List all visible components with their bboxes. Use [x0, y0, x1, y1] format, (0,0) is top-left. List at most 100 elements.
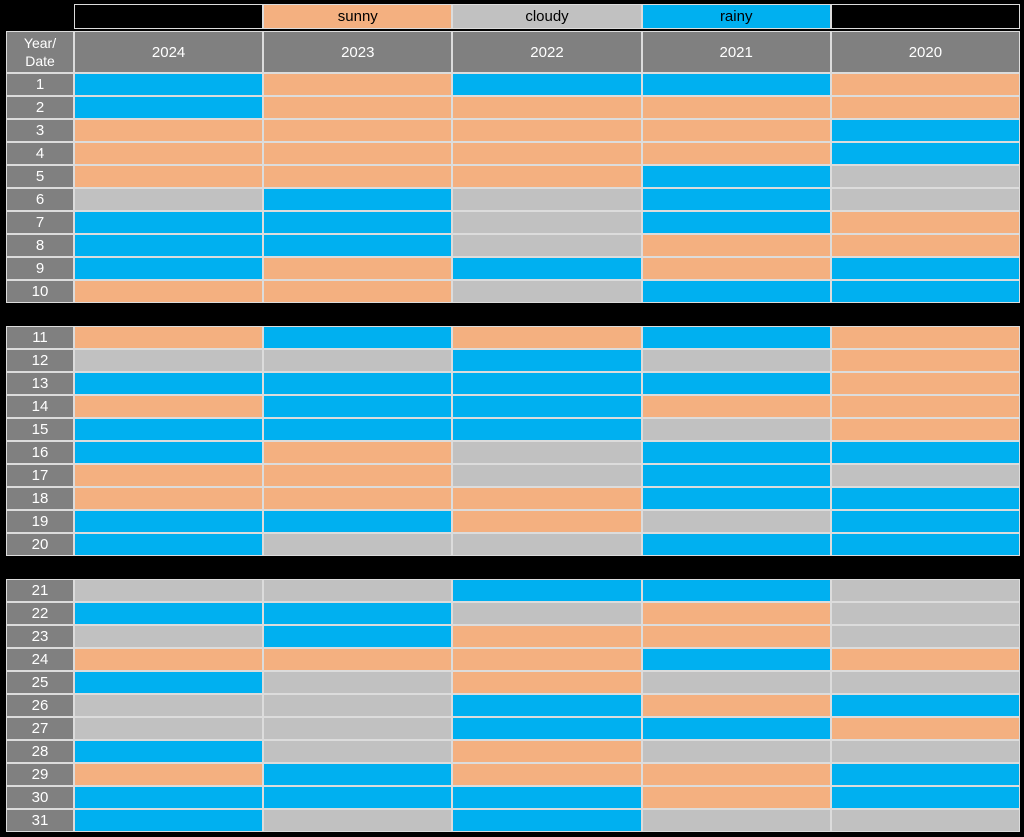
weather-cell-2021-day-4: [642, 143, 830, 164]
date-label-5: 5: [7, 166, 73, 187]
weather-cell-2020-day-12: [831, 350, 1019, 371]
weather-cell-2020-day-3: [831, 120, 1019, 141]
date-label-14: 14: [7, 396, 73, 417]
date-label-11: 11: [7, 327, 73, 348]
weather-cell-2020-day-14: [831, 396, 1019, 417]
weather-cell-2021-day-17: [642, 465, 830, 486]
weather-cell-2020-day-4: [831, 143, 1019, 164]
weather-cell-2020-day-1: [831, 74, 1019, 95]
weather-cell-2020-day-20: [831, 534, 1019, 555]
weather-cell-2022-day-15: [453, 419, 641, 440]
date-label-21: 21: [7, 580, 73, 601]
weather-cell-2021-day-6: [642, 189, 830, 210]
weather-cell-2024-day-15: [75, 419, 263, 440]
weather-cell-2024-day-18: [75, 488, 263, 509]
weather-cell-2024-day-7: [75, 212, 263, 233]
legend-item-sunny: sunny: [264, 5, 452, 28]
weather-cell-2023-day-28: [264, 741, 452, 762]
weather-cell-2023-day-14: [264, 396, 452, 417]
weather-cell-2022-day-21: [453, 580, 641, 601]
weather-cell-2020-day-31: [831, 810, 1019, 831]
weather-cell-2020-day-23: [831, 626, 1019, 647]
weather-cell-2023-day-10: [264, 281, 452, 302]
weather-cell-2023-day-3: [264, 120, 452, 141]
weather-cell-2022-day-7: [453, 212, 641, 233]
date-label-28: 28: [7, 741, 73, 762]
weather-cell-2023-day-15: [264, 419, 452, 440]
weather-cell-2020-day-21: [831, 580, 1019, 601]
weather-cell-2021-day-12: [642, 350, 830, 371]
weather-cell-2020-day-11: [831, 327, 1019, 348]
table-section-3: 21 22 23 24 25 26 27 28 29 30 31: [6, 579, 1020, 832]
weather-cell-2022-day-18: [453, 488, 641, 509]
weather-cell-2022-day-14: [453, 396, 641, 417]
weather-cell-2021-day-10: [642, 281, 830, 302]
weather-cell-2024-day-14: [75, 396, 263, 417]
weather-cell-2021-day-11: [642, 327, 830, 348]
date-label-23: 23: [7, 626, 73, 647]
legend-label-rainy: rainy: [719, 8, 753, 25]
weather-cell-2020-day-8: [831, 235, 1019, 256]
weather-cell-2020-day-26: [831, 695, 1019, 716]
weather-cell-2024-day-17: [75, 465, 263, 486]
date-label-27: 27: [7, 718, 73, 739]
weather-cell-2024-day-13: [75, 373, 263, 394]
weather-cell-2021-day-31: [642, 810, 830, 831]
weather-cell-2023-day-2: [264, 97, 452, 118]
weather-cell-2021-day-19: [642, 511, 830, 532]
weather-cell-2024-day-1: [75, 74, 263, 95]
weather-cell-2022-day-29: [453, 764, 641, 785]
weather-cell-2023-day-29: [264, 764, 452, 785]
weather-cell-2022-day-4: [453, 143, 641, 164]
legend-item-cloudy: cloudy: [453, 5, 641, 28]
weather-cell-2021-day-25: [642, 672, 830, 693]
date-label-30: 30: [7, 787, 73, 808]
weather-cell-2024-day-27: [75, 718, 263, 739]
date-label-18: 18: [7, 488, 73, 509]
weather-cell-2023-day-22: [264, 603, 452, 624]
weather-cell-2023-day-26: [264, 695, 452, 716]
weather-cell-2022-day-20: [453, 534, 641, 555]
date-label-17: 17: [7, 465, 73, 486]
weather-cell-2023-day-4: [264, 143, 452, 164]
weather-cell-2022-day-8: [453, 235, 641, 256]
weather-cell-2024-day-3: [75, 120, 263, 141]
date-label-19: 19: [7, 511, 73, 532]
weather-cell-2021-day-26: [642, 695, 830, 716]
date-label-24: 24: [7, 649, 73, 670]
weather-cell-2021-day-18: [642, 488, 830, 509]
weather-cell-2024-day-26: [75, 695, 263, 716]
weather-cell-2020-day-18: [831, 488, 1019, 509]
weather-cell-2023-day-13: [264, 373, 452, 394]
weather-cell-2022-day-31: [453, 810, 641, 831]
weather-cell-2024-day-22: [75, 603, 263, 624]
weather-cell-2024-day-5: [75, 166, 263, 187]
weather-cell-2020-day-13: [831, 373, 1019, 394]
weather-cell-2023-day-18: [264, 488, 452, 509]
weather-cell-2021-day-1: [642, 74, 830, 95]
weather-cell-2023-day-11: [264, 327, 452, 348]
weather-cell-2024-day-21: [75, 580, 263, 601]
weather-cell-2020-day-7: [831, 212, 1019, 233]
weather-cell-2024-day-16: [75, 442, 263, 463]
weather-cell-2023-day-30: [264, 787, 452, 808]
weather-cell-2022-day-5: [453, 166, 641, 187]
weather-cell-2021-day-5: [642, 166, 830, 187]
weather-cell-2021-day-15: [642, 419, 830, 440]
weather-cell-2021-day-23: [642, 626, 830, 647]
weather-cell-2023-day-1: [264, 74, 452, 95]
weather-cell-2023-day-20: [264, 534, 452, 555]
corner-header-line2: Date: [25, 53, 55, 69]
weather-cell-2022-day-17: [453, 465, 641, 486]
weather-cell-2023-day-7: [264, 212, 452, 233]
weather-cell-2022-day-9: [453, 258, 641, 279]
date-label-20: 20: [7, 534, 73, 555]
year-header-2024: 2024: [75, 32, 263, 72]
weather-cell-2024-day-4: [75, 143, 263, 164]
date-label-25: 25: [7, 672, 73, 693]
weather-cell-2024-day-28: [75, 741, 263, 762]
weather-cell-2024-day-2: [75, 97, 263, 118]
weather-cell-2021-day-24: [642, 649, 830, 670]
weather-cell-2022-day-23: [453, 626, 641, 647]
legend: sunny cloudy rainy: [74, 4, 1020, 29]
